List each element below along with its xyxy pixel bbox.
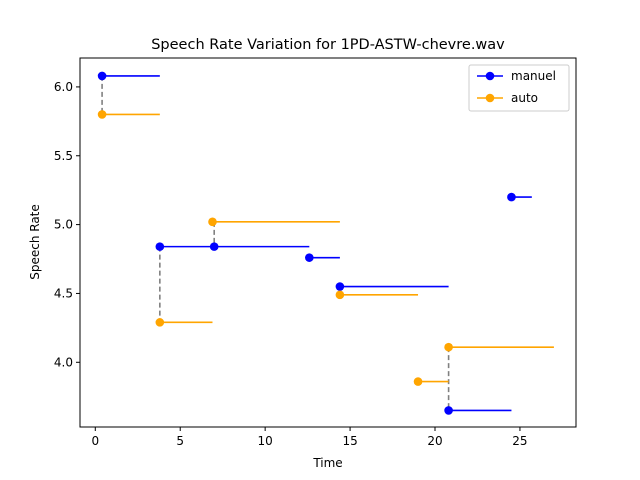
x-tick-label-4: 20 [427, 434, 442, 448]
plot-frame [79, 57, 577, 428]
x-tick-label-5: 25 [512, 434, 527, 448]
legend: manuel auto [468, 64, 570, 112]
axes: 0 5 10 15 20 25 4.0 4.5 5.0 5.5 6.0 [54, 80, 528, 448]
chart-title: Speech Rate Variation for 1PD-ASTW-chevr… [151, 37, 505, 53]
y-tick-label-1: 4.5 [54, 286, 73, 300]
legend-marker-auto [485, 93, 495, 103]
auto-point-4 [413, 377, 423, 386]
legend-label-manuel: manuel [511, 69, 556, 83]
manuel-point-5 [444, 406, 453, 415]
y-tick-label-0: 4.0 [54, 355, 73, 369]
x-tick-label-3: 15 [342, 434, 357, 448]
y-tick-label-2: 5.0 [54, 218, 73, 232]
x-tick-label-1: 5 [176, 434, 184, 448]
y-tick-label-4: 6.0 [54, 80, 73, 94]
manuel-point-1 [155, 242, 165, 251]
plot-area [97, 71, 554, 415]
auto-point-3 [335, 290, 345, 300]
manuel-point-6 [507, 192, 516, 202]
auto-point-5 [444, 342, 453, 352]
y-axis-label: Speech Rate [28, 204, 42, 280]
auto-point-1 [155, 318, 165, 327]
x-tick-label-2: 10 [258, 434, 273, 448]
manuel-point-3 [305, 253, 314, 262]
auto-point-0 [97, 110, 107, 119]
y-tick-label-3: 5.5 [54, 149, 73, 163]
auto-point-2 [208, 217, 217, 227]
x-tick-label-0: 0 [91, 434, 99, 448]
manuel-point-0 [97, 71, 107, 81]
x-axis-label: Time [312, 456, 342, 470]
manuel-point-4 [335, 282, 345, 291]
manuel-point-2 [209, 242, 219, 251]
legend-marker-manuel [485, 71, 495, 81]
legend-label-auto: auto [511, 91, 538, 105]
